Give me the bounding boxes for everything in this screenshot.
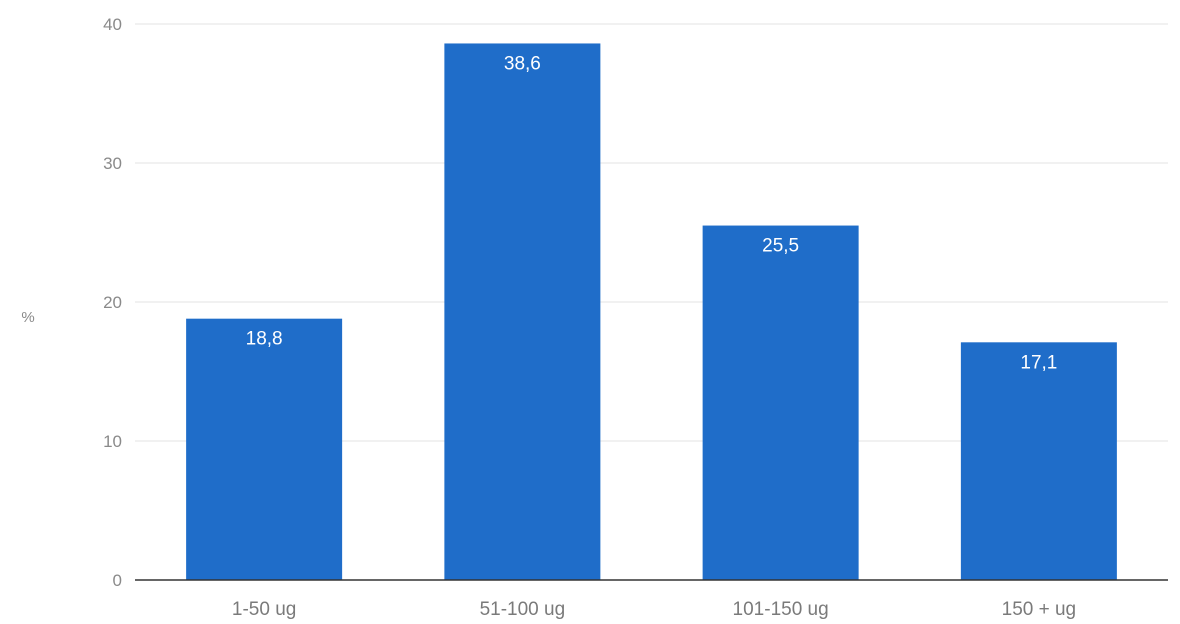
data-label: 18,8 xyxy=(246,329,283,350)
y-tick-label: 10 xyxy=(103,432,122,451)
x-category-label: 101-150 ug xyxy=(733,599,829,620)
x-category-label: 150 + ug xyxy=(1002,599,1077,620)
data-label: 38,6 xyxy=(504,53,541,74)
bar xyxy=(960,342,1117,580)
bars xyxy=(186,43,1117,581)
y-tick-label: 0 xyxy=(113,571,122,590)
y-axis-ticks: 0 10 20 30 40 xyxy=(103,15,122,590)
y-tick-label: 30 xyxy=(103,154,122,173)
data-labels: 18,8 38,6 25,5 17,1 xyxy=(246,53,1058,373)
x-category-label: 1-50 ug xyxy=(232,599,296,620)
bar xyxy=(702,225,859,581)
bar xyxy=(186,318,343,580)
x-category-label: 51-100 ug xyxy=(480,599,566,620)
data-label: 17,1 xyxy=(1020,352,1057,373)
y-axis-label: % xyxy=(21,309,34,326)
y-tick-label: 40 xyxy=(103,15,122,34)
data-label: 25,5 xyxy=(762,236,799,257)
y-tick-label: 20 xyxy=(103,293,122,312)
x-axis-categories: 1-50 ug 51-100 ug 101-150 ug 150 + ug xyxy=(232,599,1076,620)
bar xyxy=(444,43,601,580)
